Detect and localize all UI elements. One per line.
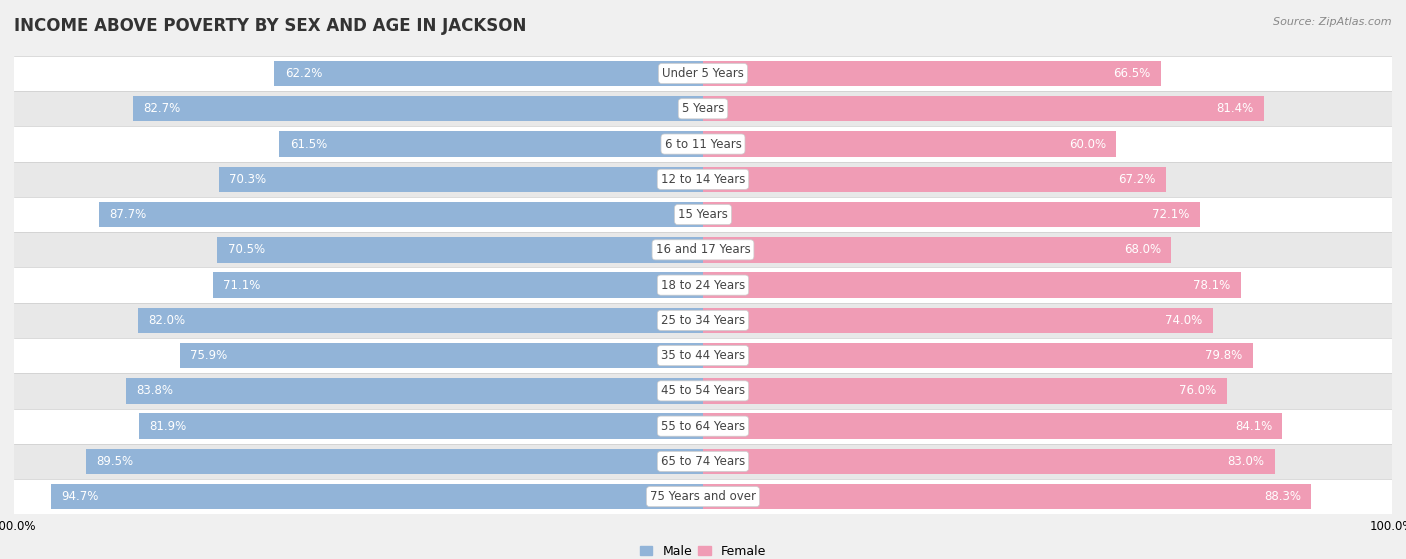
Bar xyxy=(703,131,1116,157)
Bar xyxy=(14,162,1392,197)
Text: 62.2%: 62.2% xyxy=(285,67,322,80)
Text: 72.1%: 72.1% xyxy=(1152,208,1189,221)
Bar xyxy=(14,197,1392,232)
Text: 18 to 24 Years: 18 to 24 Years xyxy=(661,278,745,292)
Text: 66.5%: 66.5% xyxy=(1114,67,1152,80)
Text: 76.0%: 76.0% xyxy=(1180,385,1216,397)
Bar xyxy=(14,373,1392,409)
Bar xyxy=(703,449,1275,474)
Text: 81.9%: 81.9% xyxy=(149,420,187,433)
Text: 87.7%: 87.7% xyxy=(110,208,146,221)
Bar xyxy=(134,96,703,121)
Text: 71.1%: 71.1% xyxy=(224,278,262,292)
Text: 70.3%: 70.3% xyxy=(229,173,266,186)
Bar xyxy=(14,126,1392,162)
Bar xyxy=(14,267,1392,303)
Text: Source: ZipAtlas.com: Source: ZipAtlas.com xyxy=(1274,17,1392,27)
Text: 88.3%: 88.3% xyxy=(1264,490,1301,503)
Text: 79.8%: 79.8% xyxy=(1205,349,1243,362)
Text: 60.0%: 60.0% xyxy=(1069,138,1107,150)
Text: 35 to 44 Years: 35 to 44 Years xyxy=(661,349,745,362)
Bar xyxy=(703,378,1226,404)
Bar xyxy=(14,338,1392,373)
Text: 75 Years and over: 75 Years and over xyxy=(650,490,756,503)
Bar xyxy=(14,232,1392,267)
Text: 84.1%: 84.1% xyxy=(1234,420,1272,433)
Text: 83.0%: 83.0% xyxy=(1227,455,1264,468)
Text: 45 to 54 Years: 45 to 54 Years xyxy=(661,385,745,397)
Bar xyxy=(14,91,1392,126)
Legend: Male, Female: Male, Female xyxy=(636,540,770,559)
Text: 94.7%: 94.7% xyxy=(60,490,98,503)
Bar xyxy=(218,237,703,263)
Text: 89.5%: 89.5% xyxy=(97,455,134,468)
Bar xyxy=(703,343,1253,368)
Bar xyxy=(703,202,1199,228)
Text: 61.5%: 61.5% xyxy=(290,138,326,150)
Bar xyxy=(703,167,1166,192)
Bar xyxy=(214,272,703,298)
Text: 5 Years: 5 Years xyxy=(682,102,724,115)
Text: 55 to 64 Years: 55 to 64 Years xyxy=(661,420,745,433)
Bar xyxy=(139,414,703,439)
Bar xyxy=(280,131,703,157)
Bar xyxy=(703,96,1264,121)
Bar xyxy=(98,202,703,228)
Text: 68.0%: 68.0% xyxy=(1123,243,1161,257)
Bar xyxy=(86,449,703,474)
Bar xyxy=(703,484,1312,509)
Text: 67.2%: 67.2% xyxy=(1118,173,1156,186)
Text: 83.8%: 83.8% xyxy=(136,385,173,397)
Bar xyxy=(703,414,1282,439)
Bar xyxy=(703,61,1161,86)
Text: 78.1%: 78.1% xyxy=(1194,278,1230,292)
Bar xyxy=(14,479,1392,514)
Text: 75.9%: 75.9% xyxy=(190,349,228,362)
Bar xyxy=(180,343,703,368)
Text: 16 and 17 Years: 16 and 17 Years xyxy=(655,243,751,257)
Text: 70.5%: 70.5% xyxy=(228,243,264,257)
Bar xyxy=(14,444,1392,479)
Bar xyxy=(703,272,1241,298)
Text: 74.0%: 74.0% xyxy=(1166,314,1202,327)
Bar xyxy=(219,167,703,192)
Text: 81.4%: 81.4% xyxy=(1216,102,1254,115)
Text: 25 to 34 Years: 25 to 34 Years xyxy=(661,314,745,327)
Text: 65 to 74 Years: 65 to 74 Years xyxy=(661,455,745,468)
Text: Under 5 Years: Under 5 Years xyxy=(662,67,744,80)
Bar xyxy=(138,307,703,333)
Text: 12 to 14 Years: 12 to 14 Years xyxy=(661,173,745,186)
Text: 82.0%: 82.0% xyxy=(149,314,186,327)
Bar xyxy=(14,56,1392,91)
Text: 15 Years: 15 Years xyxy=(678,208,728,221)
Bar xyxy=(703,237,1171,263)
Text: INCOME ABOVE POVERTY BY SEX AND AGE IN JACKSON: INCOME ABOVE POVERTY BY SEX AND AGE IN J… xyxy=(14,17,526,35)
Bar xyxy=(125,378,703,404)
Text: 82.7%: 82.7% xyxy=(143,102,181,115)
Bar xyxy=(274,61,703,86)
Bar xyxy=(703,307,1213,333)
Bar xyxy=(51,484,703,509)
Bar xyxy=(14,409,1392,444)
Text: 6 to 11 Years: 6 to 11 Years xyxy=(665,138,741,150)
Bar xyxy=(14,303,1392,338)
